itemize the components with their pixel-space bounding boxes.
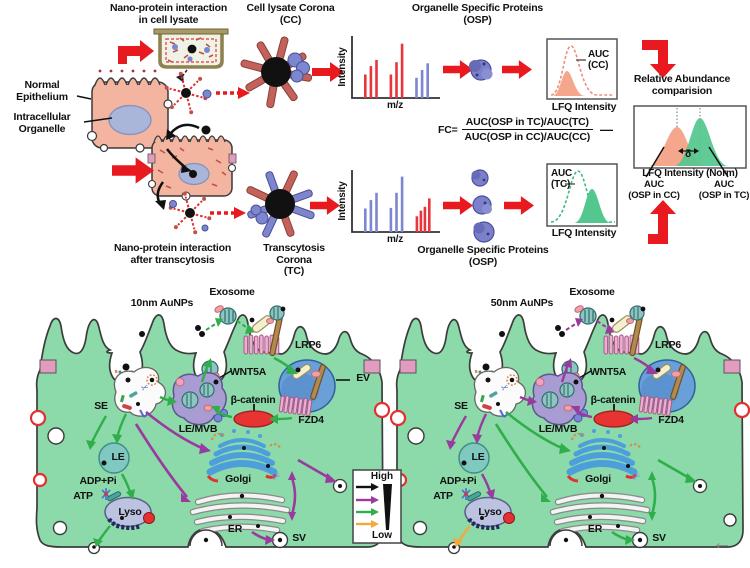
auc-osp-tc-label: AUC (OSP in TC) — [698, 179, 750, 201]
sv-label: SV — [292, 532, 306, 544]
adp-pi-label: ADP+Pi — [79, 475, 117, 487]
transcytosis-interaction-title: Nano-protein interaction after transcyto… — [113, 242, 232, 266]
beta-catenin-label: β-catenin — [590, 394, 636, 406]
er-label: ER — [227, 523, 243, 535]
fold-change-formula: FC= AUC(OSP in TC)/AUC(TC) AUC(OSP in CC… — [438, 116, 613, 143]
cc-corona-title: Cell lysate Corona (CC) — [246, 2, 335, 26]
intensity-axis-label-2: Intensity — [337, 181, 348, 221]
auc-tc-label: AUC (TC) — [551, 168, 573, 190]
lrp6-label: LRP6 — [294, 339, 322, 351]
nanoparticle-arms-icon-1 — [164, 71, 212, 115]
epithelium-cell-icon — [76, 69, 173, 153]
back-arrow-icon[interactable]: ← — [712, 532, 732, 554]
wnt5a-label: WNT5A — [589, 366, 627, 378]
fc-numerator: AUC(OSP in TC)/AUC(TC) — [461, 116, 594, 130]
gradient-wedge-icon — [383, 484, 392, 530]
red-elbow-arrow-1 — [118, 40, 154, 64]
dashed-red-arrow-2 — [210, 207, 246, 219]
cell-panel-10nm: 10nm AuNPs Exosome LRP6 WNT5A EV SE LE/M… — [30, 286, 390, 566]
atp-label: ATP — [73, 490, 93, 502]
ms-plot-cc — [351, 36, 440, 99]
le-label: LE — [471, 451, 485, 463]
lrp6-label: LRP6 — [654, 339, 682, 351]
cell-title-10nm: 10nm AuNPs — [130, 297, 194, 309]
golgi-label: Golgi — [585, 473, 611, 485]
mz-axis-label-2: m/z — [386, 234, 404, 245]
red-elbow-arrow-down — [642, 40, 676, 78]
lfq-intensity-label-2: LFQ Intensity — [551, 227, 617, 239]
flux-legend: High Low — [352, 462, 404, 550]
beta-catenin-label: β-catenin — [230, 394, 276, 406]
mz-axis-label-1: m/z — [386, 100, 404, 111]
adp-pi-label: ADP+Pi — [439, 475, 477, 487]
protein-blobs-icon-2 — [471, 169, 495, 243]
dashed-red-arrow-1 — [216, 87, 250, 99]
delta-label: δ — [685, 149, 691, 160]
fc-prefix: FC= — [438, 123, 458, 136]
cell-title-50nm: 50nm AuNPs — [490, 297, 554, 309]
le-mvb-label: LE/MVB — [538, 423, 578, 435]
lyso-label: Lyso — [118, 506, 142, 518]
nanoparticle-arms-icon-2 — [168, 191, 212, 235]
corona-cc-icon — [240, 36, 313, 109]
le-mvb-label: LE/MVB — [178, 423, 218, 435]
se-label: SE — [454, 400, 468, 412]
lysate-interaction-title: Nano-protein interaction in cell lysate — [109, 2, 228, 26]
lfq-intensity-label-1: LFQ Intensity — [551, 101, 617, 113]
red-arrow — [502, 60, 532, 79]
red-arrow — [310, 196, 340, 215]
golgi-label: Golgi — [225, 473, 251, 485]
exosome-label: Exosome — [209, 286, 255, 298]
se-label: SE — [94, 400, 108, 412]
lfq-norm-label: LFQ Intensity (Norm) — [642, 168, 738, 179]
intensity-axis-label-1: Intensity — [337, 47, 348, 87]
relative-abundance-title: Relative Abundance comparision — [633, 73, 731, 97]
tc-corona-title: Transcytosis Corona (TC) — [263, 242, 325, 277]
wnt5a-label: WNT5A — [229, 366, 267, 378]
ms-plot-tc — [351, 170, 440, 233]
relative-abundance-box — [633, 105, 747, 178]
er-label: ER — [587, 523, 603, 535]
fc-denominator: AUC(OSP in CC)/AUC(CC) — [464, 131, 591, 143]
protein-blob-icon-1 — [469, 59, 493, 81]
red-arrow — [504, 196, 534, 215]
fzd4-label: FZD4 — [298, 414, 324, 426]
red-arrow — [443, 196, 473, 215]
legend-high-label: High — [370, 471, 394, 482]
cell-panel-50nm: 50nm AuNPs Exosome LRP6 WNT5A SE LE/MVB … — [390, 286, 750, 566]
ev-label: EV — [356, 372, 370, 384]
legend-low-label: Low — [372, 530, 392, 541]
auc-cc-label: AUC (CC) — [588, 49, 610, 71]
intracellular-organelle-label: Intracellular Organelle — [13, 111, 71, 135]
lfq-box-tc — [546, 163, 618, 227]
nucleus-icon — [108, 104, 152, 136]
exosome-label: Exosome — [569, 286, 615, 298]
transcytosis-cell-icon — [147, 123, 237, 210]
red-arrow — [443, 60, 473, 79]
minus-sign: — — [600, 122, 613, 137]
normal-epithelium-label: Normal Epithelium — [16, 79, 68, 103]
lfq-box-cc — [546, 38, 618, 100]
osp-title-bottom: Organelle Specific Proteins (OSP) — [417, 244, 549, 268]
fzd4-label: FZD4 — [658, 414, 684, 426]
osp-title-top: Organelle Specific Proteins (OSP) — [411, 2, 544, 26]
corona-tc-icon — [246, 170, 315, 238]
beaker-icon — [153, 28, 229, 69]
legend-graphic — [352, 469, 402, 544]
sv-label: SV — [652, 532, 666, 544]
atp-label: ATP — [433, 490, 453, 502]
le-label: LE — [111, 451, 125, 463]
lyso-label: Lyso — [478, 506, 502, 518]
auc-osp-cc-label: AUC (OSP in CC) — [628, 179, 680, 201]
workflow-graphics — [76, 28, 747, 244]
red-elbow-arrow-up — [648, 200, 676, 244]
